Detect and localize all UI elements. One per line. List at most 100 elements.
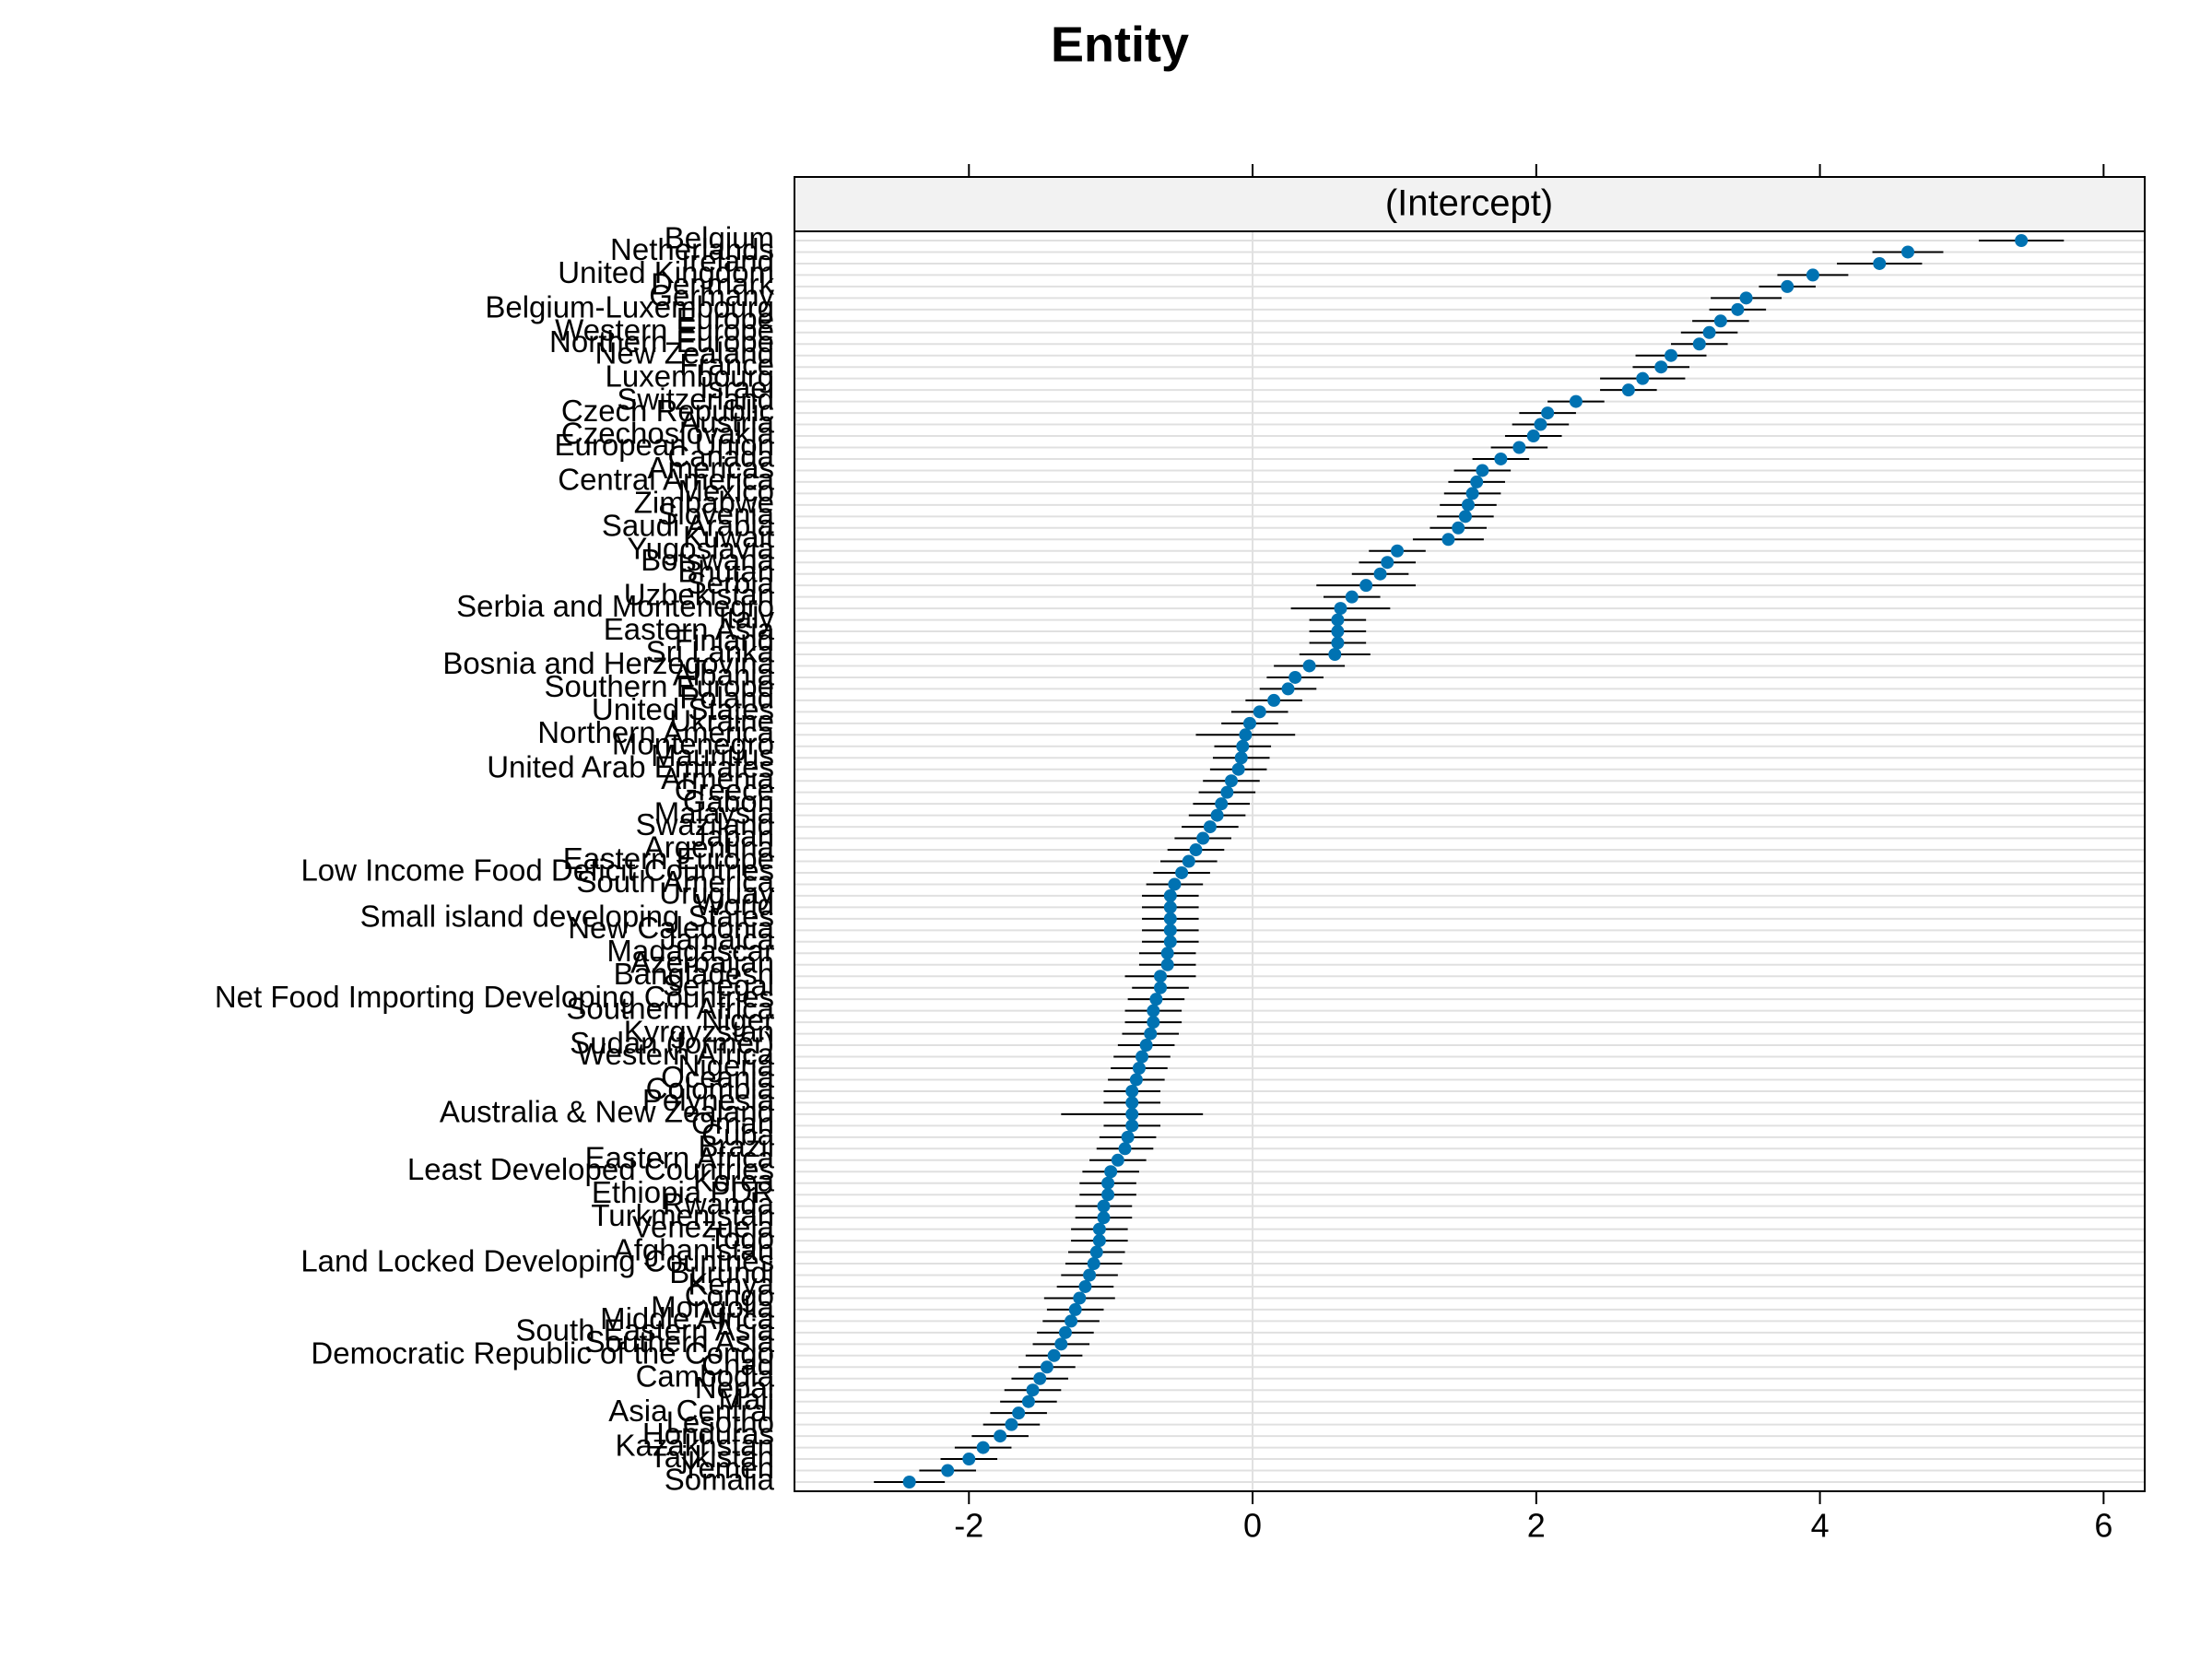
y-tick-label: Nepal [695, 1371, 774, 1405]
dot [1168, 877, 1182, 891]
dot [1163, 900, 1177, 914]
y-tick-label: Netherlands [610, 232, 774, 266]
dot [1163, 935, 1177, 948]
y-tick-label: Colombia [646, 1072, 775, 1106]
y-tick-label: Zimbabwe [634, 486, 774, 520]
dot [1092, 1234, 1106, 1248]
x-tick-label: 6 [2094, 1507, 2112, 1545]
dot [1163, 888, 1177, 902]
y-tick-label: Turkmenistan [591, 1198, 774, 1232]
y-tick-label: Kyrgyzstan [624, 1014, 774, 1048]
y-tick-label: Bangladesh [614, 957, 774, 991]
dot [1441, 533, 1455, 547]
x-tick-label: 0 [1243, 1507, 1262, 1545]
y-tick-label: United States [592, 692, 774, 726]
dot [1470, 475, 1484, 488]
y-tick-label: Western Europe [555, 312, 774, 347]
dot [1731, 302, 1745, 316]
dot [1331, 625, 1345, 639]
dot [1334, 602, 1347, 616]
dot [1101, 1188, 1115, 1202]
dot [1713, 314, 1727, 328]
y-tick-label: Central America [558, 463, 774, 497]
dot [1534, 418, 1547, 431]
dot [1224, 774, 1238, 788]
y-tick-label: New Zealand [595, 335, 774, 370]
dot [1005, 1418, 1018, 1431]
y-tick-label: Asia Central [608, 1394, 774, 1428]
y-tick-label: Yemen [680, 1451, 774, 1485]
y-tick-label: Czechoslovakia [561, 417, 775, 451]
dot [1331, 613, 1345, 627]
y-tick-label: Slovenia [657, 497, 774, 531]
dot [1288, 670, 1302, 684]
y-tick-label: Northern America [537, 715, 774, 749]
y-tick-label: Cambodia [636, 1359, 775, 1393]
dot [1135, 1050, 1149, 1064]
y-tick-label: Jamaica [661, 923, 775, 957]
y-tick-label: Least Developed Countries [407, 1152, 774, 1186]
dot [1160, 958, 1174, 971]
dot [1078, 1279, 1092, 1293]
dot [1125, 1119, 1139, 1133]
dot [1083, 1268, 1097, 1282]
x-tick-label: 2 [1527, 1507, 1546, 1545]
y-tick-label: Northern Europe [549, 324, 774, 359]
y-tick-label: Sri Lanka [646, 635, 775, 669]
y-tick-label: Malaysia [654, 795, 775, 830]
y-tick-label: Mexico [677, 474, 774, 508]
y-tick-label: Gabon [683, 784, 774, 818]
y-tick-label: Ukraine [669, 704, 774, 738]
y-tick-label: Israel [700, 371, 774, 405]
dot [1196, 831, 1210, 845]
y-tick-label: Western Africa [577, 1037, 775, 1071]
dot [1781, 279, 1794, 293]
dot [1636, 371, 1650, 385]
y-tick-label: Brazil [698, 1129, 774, 1163]
y-tick-label: Swaziland [636, 807, 774, 841]
y-tick-label: Ethiopia PDR [592, 1175, 774, 1209]
y-tick-label: Cuba [701, 1118, 775, 1152]
y-tick-label: Polynesia [642, 1083, 775, 1117]
y-tick-label: Eastern Asia [604, 612, 775, 646]
dot [1494, 452, 1508, 465]
dot [1097, 1211, 1111, 1225]
y-tick-label: Net Food Importing Developing Countries [215, 980, 774, 1014]
y-tick-label: Madagascar [606, 934, 774, 968]
y-tick-label: Belgium [665, 221, 774, 255]
y-tick-label: Montenegro [612, 726, 774, 760]
y-tick-label: Chad [701, 1347, 774, 1382]
dot [1242, 716, 1256, 730]
y-tick-label: Americas [647, 451, 774, 485]
y-tick-label: Nigeria [677, 1049, 774, 1083]
y-tick-label: Serbia and Montenegro [456, 589, 774, 623]
y-tick-label: Finland [675, 623, 774, 657]
x-tick-label: -2 [954, 1507, 983, 1545]
dot [1163, 912, 1177, 925]
y-tick-label: Sudan (former) [570, 1026, 774, 1060]
y-tick-label: Venezuela [632, 1209, 775, 1243]
y-tick-label: Bhutan [677, 554, 774, 588]
dot [1147, 1004, 1160, 1018]
y-tick-label: Eastern Europe [563, 841, 774, 876]
y-tick-label: Southern Africa [566, 991, 774, 1025]
dot [1189, 843, 1203, 857]
y-tick-label: Austria [679, 405, 774, 439]
dot [1149, 993, 1163, 1006]
dot [1281, 682, 1295, 696]
y-tick-label: Low Income Food Deficit Countries [300, 853, 774, 888]
dot [1665, 348, 1678, 362]
dot [1047, 1348, 1061, 1362]
y-tick-label: Land Locked Developing Countries [300, 1244, 774, 1278]
dot [1092, 1222, 1106, 1236]
dot [1101, 1176, 1115, 1190]
strip [794, 176, 2146, 232]
dot [1087, 1257, 1100, 1271]
dot [1253, 705, 1266, 719]
y-tick-label: Denmark [651, 267, 774, 301]
y-tick-label: Tajikistan [649, 1440, 774, 1474]
dot [1147, 1016, 1160, 1030]
y-tick-label: European Union [554, 428, 774, 462]
y-tick-label: Australia & New Zealand [440, 1095, 774, 1129]
